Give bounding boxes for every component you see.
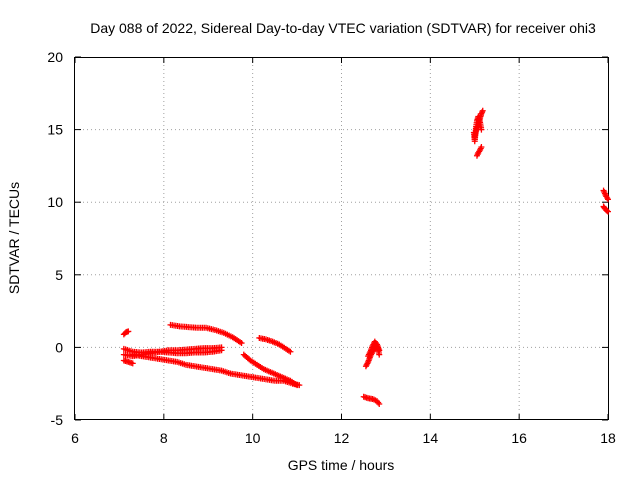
y-axis-label: SDTVAR / TECUs <box>6 182 22 294</box>
y-tick-label: 5 <box>55 267 63 283</box>
y-tick-label: 10 <box>47 194 63 210</box>
x-tick-label: 18 <box>600 430 616 446</box>
x-tick-label: 16 <box>511 430 527 446</box>
data-point <box>605 208 611 215</box>
y-tick-label: 0 <box>55 339 63 355</box>
data-point <box>376 401 383 408</box>
data-point <box>238 340 245 347</box>
x-tick-label: 14 <box>423 430 439 446</box>
data-point <box>478 126 485 133</box>
data-point <box>478 144 485 151</box>
y-tick-label: 15 <box>47 122 63 138</box>
data-point <box>376 347 383 354</box>
x-tick-label: 6 <box>71 430 79 446</box>
data-point <box>605 196 611 203</box>
x-axis-label: GPS time / hours <box>288 457 395 473</box>
grid-lines <box>75 57 608 420</box>
x-tick-label: 10 <box>245 430 261 446</box>
data-point <box>294 382 301 389</box>
data-point <box>604 207 611 214</box>
plot-frame <box>74 57 609 420</box>
tick-labels: 6 8 10 12 14 16 18 -5 0 5 10 15 20 <box>47 49 616 446</box>
data-points <box>120 107 611 408</box>
y-tick-label: -5 <box>51 412 64 428</box>
y-tick-label: 20 <box>47 49 63 65</box>
data-point <box>287 348 294 355</box>
data-point <box>218 347 225 354</box>
x-tick-label: 12 <box>334 430 350 446</box>
data-point <box>129 360 136 367</box>
x-tick-label: 8 <box>160 430 168 446</box>
data-point <box>479 107 486 114</box>
data-point <box>125 328 132 335</box>
chart-title: Day 088 of 2022, Sidereal Day-to-day VTE… <box>90 20 596 36</box>
